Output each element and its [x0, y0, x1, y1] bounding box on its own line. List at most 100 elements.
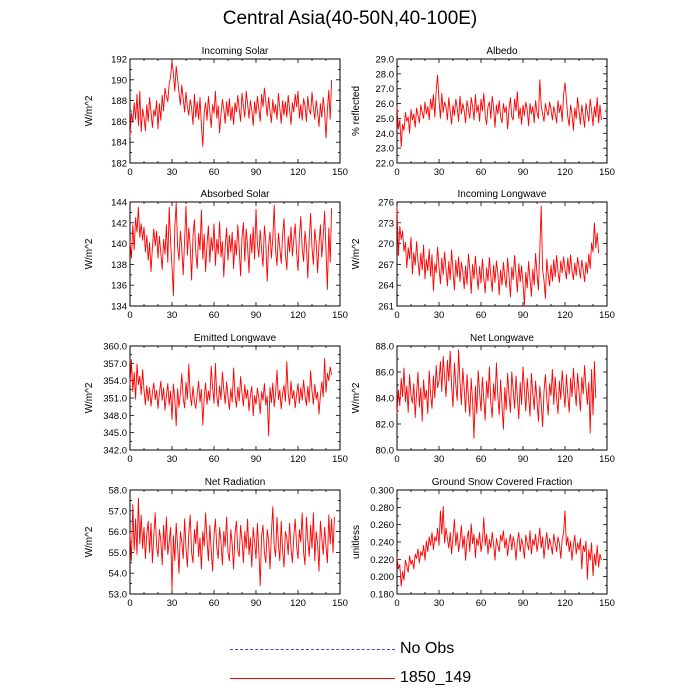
y-tick-label: 27.0 — [376, 84, 395, 95]
y-tick-label: 88.0 — [376, 342, 395, 353]
y-tick-label: 136 — [111, 281, 127, 292]
series-line — [129, 358, 333, 437]
y-tick-label: 192 — [111, 55, 127, 66]
x-tick-label: 0 — [127, 598, 132, 609]
x-tick-label: 60 — [476, 598, 487, 609]
y-tick-label: 134 — [111, 302, 127, 313]
y-tick-label: 80.0 — [376, 446, 395, 457]
chart-title: Incoming Longwave — [458, 189, 547, 200]
y-axis-label: W/m^2 — [84, 95, 95, 126]
y-axis-label: unitless — [351, 525, 362, 559]
y-tick-label: 86.0 — [376, 368, 395, 379]
chart-title: Ground Snow Covered Fraction — [432, 477, 573, 488]
y-tick-label: 55.0 — [109, 548, 128, 559]
y-tick-label: 0.220 — [370, 555, 394, 566]
y-tick-label: 276 — [378, 198, 394, 209]
x-tick-label: 30 — [167, 598, 178, 609]
x-tick-label: 90 — [518, 454, 529, 465]
x-tick-label: 120 — [557, 598, 573, 609]
chart-panel: Net Radiation W/m^2 0 30 60 90 120 150 53.0 54.0 5… — [84, 477, 348, 609]
y-tick-label: 82.0 — [376, 420, 395, 431]
y-tick-label: 348.0 — [103, 411, 127, 422]
x-tick-label: 60 — [209, 310, 220, 321]
y-tick-label: 56.0 — [109, 527, 128, 538]
y-tick-label: 140 — [111, 239, 127, 250]
legend-swatch-solid — [230, 678, 395, 679]
y-tick-label: 190 — [111, 75, 127, 86]
series-line — [396, 74, 602, 148]
x-tick-label: 150 — [332, 454, 348, 465]
x-tick-label: 0 — [394, 454, 399, 465]
y-tick-label: 58.0 — [109, 486, 128, 497]
series-line — [396, 506, 602, 587]
y-tick-label: 357.0 — [103, 359, 127, 370]
y-axis-label: W/m^2 — [351, 382, 362, 413]
chart-title: Incoming Solar — [202, 46, 269, 57]
x-tick-label: 0 — [127, 454, 132, 465]
chart-panel: Net Longwave W/m^2 0 30 60 90 120 150 80.0 82.0 84… — [351, 333, 615, 465]
x-tick-label: 150 — [599, 310, 615, 321]
x-tick-label: 0 — [127, 167, 132, 178]
chart-title: Albedo — [486, 46, 518, 57]
x-tick-label: 90 — [251, 167, 262, 178]
y-tick-label: 53.0 — [109, 590, 128, 601]
x-tick-label: 30 — [434, 598, 445, 609]
x-tick-label: 60 — [476, 310, 487, 321]
chart-title: Net Longwave — [470, 333, 534, 344]
legend-item-1850-149: 1850_149 — [230, 669, 530, 689]
y-tick-label: 273 — [378, 218, 394, 229]
x-tick-label: 30 — [167, 167, 178, 178]
chart-panel: Incoming Longwave W/m^2 0 30 60 90 120 150 261 26… — [351, 189, 615, 321]
y-tick-label: 22.0 — [376, 159, 395, 170]
x-tick-label: 120 — [557, 310, 573, 321]
chart-panel: Incoming Solar W/m^2 0 30 60 90 120 150 182 184 18… — [84, 46, 348, 178]
y-tick-label: 261 — [378, 302, 394, 313]
y-axis-label: W/m^2 — [84, 382, 95, 413]
y-tick-label: 57.0 — [109, 506, 128, 517]
chart-title: Emitted Longwave — [194, 333, 277, 344]
y-tick-label: 351.0 — [103, 394, 127, 405]
y-tick-label: 184 — [111, 138, 127, 149]
y-tick-label: 264 — [378, 281, 394, 292]
x-tick-label: 0 — [394, 598, 399, 609]
legend-swatch-dashed — [230, 649, 395, 650]
x-tick-label: 150 — [599, 167, 615, 178]
x-tick-label: 60 — [476, 454, 487, 465]
y-tick-label: 0.200 — [370, 572, 394, 583]
y-tick-label: 24.0 — [376, 129, 395, 140]
x-tick-label: 120 — [290, 454, 306, 465]
x-tick-label: 150 — [332, 310, 348, 321]
chart-panel: Absorbed Solar W/m^2 0 30 60 90 120 150 134 136 13… — [84, 189, 348, 321]
x-tick-label: 60 — [209, 167, 220, 178]
legend-label: 1850_149 — [400, 669, 472, 686]
series-line — [129, 202, 333, 297]
x-tick-label: 150 — [599, 454, 615, 465]
x-tick-label: 30 — [167, 454, 178, 465]
chart-title: Absorbed Solar — [201, 189, 271, 200]
page-title: Central Asia(40-50N,40-100E) — [222, 8, 478, 29]
y-axis-label: % reflected — [351, 86, 362, 136]
x-tick-label: 30 — [167, 310, 178, 321]
x-tick-label: 150 — [332, 167, 348, 178]
x-tick-label: 150 — [332, 598, 348, 609]
x-tick-label: 30 — [434, 167, 445, 178]
x-tick-label: 30 — [434, 454, 445, 465]
y-tick-label: 0.280 — [370, 503, 394, 514]
x-tick-label: 0 — [394, 167, 399, 178]
y-tick-label: 0.300 — [370, 486, 394, 497]
x-tick-label: 90 — [518, 167, 529, 178]
y-tick-label: 354.0 — [103, 376, 127, 387]
x-tick-label: 120 — [290, 598, 306, 609]
x-tick-label: 150 — [599, 598, 615, 609]
chart-panel: Ground Snow Covered Fraction unitless 0 30 6… — [351, 477, 615, 609]
y-tick-label: 0.180 — [370, 590, 394, 601]
legend-label: No Obs — [400, 640, 455, 657]
y-tick-label: 267 — [378, 260, 394, 271]
legend-item-no-obs: No Obs — [230, 640, 530, 660]
series-line — [129, 60, 333, 147]
y-tick-label: 23.0 — [376, 144, 395, 155]
y-tick-label: 84.0 — [376, 394, 395, 405]
y-tick-label: 29.0 — [376, 55, 395, 66]
y-tick-label: 0.260 — [370, 520, 394, 531]
chart-panel: Albedo % reflected 0 30 60 90 120 150 22.0 23.0 24… — [351, 46, 615, 178]
